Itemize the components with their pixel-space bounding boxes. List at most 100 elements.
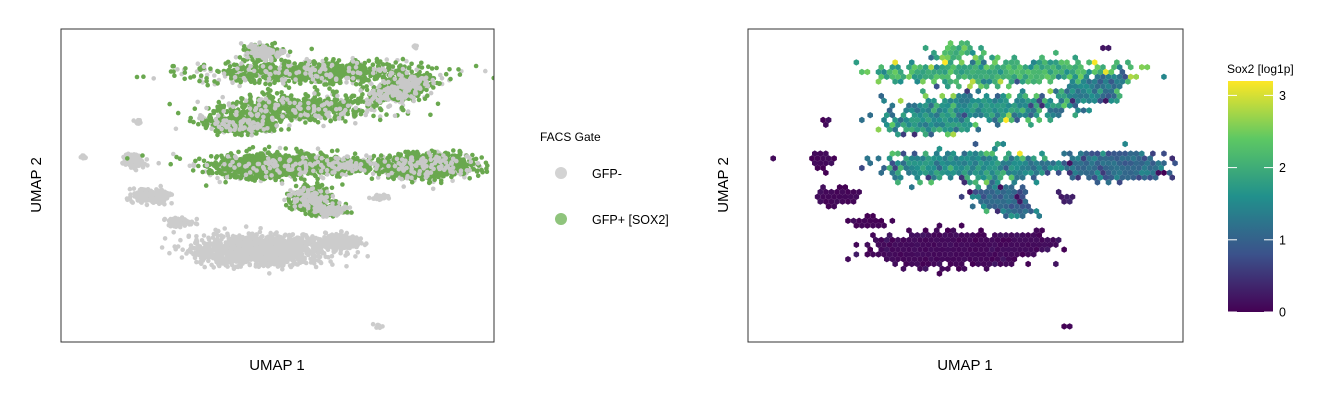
gfp-pos-point: [434, 65, 439, 71]
gfp-neg-point: [215, 175, 220, 181]
gfp-pos-point: [187, 118, 193, 124]
gfp-pos-point: [286, 59, 292, 65]
gfp-neg-point: [309, 236, 314, 241]
gfp-pos-point: [298, 81, 303, 86]
gfp-neg-point: [179, 255, 185, 260]
gfp-pos-point: [247, 92, 253, 98]
gfp-pos-point: [175, 110, 181, 116]
gfp-pos-point: [279, 57, 284, 63]
gfp-neg-point: [140, 187, 145, 192]
gfp-pos-point: [215, 107, 221, 112]
gfp-neg-point: [301, 256, 306, 261]
gfp-neg-point: [383, 193, 389, 199]
gfp-neg-point: [268, 230, 274, 236]
scatter-points: [78, 40, 494, 331]
gfp-neg-point: [255, 240, 261, 246]
gfp-neg-point: [206, 258, 211, 264]
gfp-neg-point: [201, 233, 207, 238]
gfp-neg-point: [188, 249, 194, 255]
gfp-pos-point: [311, 61, 317, 67]
gfp-neg-point: [128, 192, 133, 197]
gfp-pos-point: [223, 61, 228, 66]
gfp-pos-point: [360, 66, 366, 72]
gfp-pos-point: [419, 60, 424, 66]
gfp-pos-point: [274, 91, 280, 96]
gfp-pos-point: [327, 81, 333, 86]
gfp-neg-point: [320, 175, 326, 181]
gfp-neg-point: [323, 230, 329, 236]
gfp-pos-point: [183, 66, 188, 71]
gfp-pos-point: [240, 111, 245, 116]
gfp-pos-point: [211, 108, 216, 114]
gfp-neg-point: [136, 194, 141, 199]
gfp-neg-point: [166, 222, 172, 228]
gfp-neg-point: [180, 247, 185, 252]
gfp-neg-point: [223, 258, 228, 264]
gfp-neg-point: [201, 256, 207, 261]
gfp-pos-point: [208, 66, 213, 71]
gfp-neg-point: [313, 264, 319, 270]
gfp-pos-point: [301, 102, 307, 107]
gfp-neg-point: [267, 271, 272, 276]
gfp-neg-point: [328, 259, 333, 264]
gfp-neg-point: [127, 160, 132, 166]
gfp-neg-point: [127, 186, 133, 192]
gfp-neg-point: [384, 57, 390, 62]
gfp-pos-point: [286, 85, 292, 90]
gfp-neg-point: [247, 246, 252, 251]
gfp-neg-point: [225, 242, 230, 248]
gfp-pos-point: [182, 76, 187, 82]
gfp-neg-point: [279, 257, 285, 262]
gfp-neg-point: [377, 114, 383, 119]
gfp-neg-point: [225, 254, 230, 259]
gfp-neg-point: [237, 83, 242, 89]
gfp-neg-point: [257, 229, 263, 235]
gfp-pos-point: [345, 111, 351, 117]
gfp-neg-point: [413, 45, 419, 51]
gfp-neg-point: [167, 191, 173, 196]
gfp-pos-point: [267, 82, 273, 87]
gfp-pos-point: [286, 108, 292, 113]
gfp-neg-point: [355, 250, 361, 255]
gfp-neg-point: [365, 253, 371, 259]
gfp-pos-point: [226, 70, 232, 76]
gfp-neg-point: [171, 221, 176, 226]
gfp-neg-point: [404, 58, 409, 64]
gfp-pos-point: [309, 46, 315, 52]
gfp-neg-point: [290, 232, 296, 237]
gfp-neg-point: [352, 237, 357, 242]
gfp-pos-point: [374, 59, 380, 65]
gfp-pos-point: [221, 103, 227, 109]
gfp-neg-point: [204, 72, 210, 78]
gfp-pos-point: [167, 101, 172, 107]
gfp-neg-point: [377, 195, 382, 201]
gfp-neg-point: [225, 264, 230, 269]
gfp-neg-point: [290, 243, 296, 249]
gfp-neg-point: [237, 245, 242, 251]
gfp-neg-point: [185, 219, 190, 224]
gfp-pos-point: [428, 112, 433, 118]
gfp-pos-point: [261, 74, 266, 80]
gfp-neg-point: [268, 253, 274, 259]
gfp-neg-point: [367, 195, 372, 201]
gfp-neg-point: [140, 162, 146, 168]
gfp-neg-point: [219, 233, 225, 239]
gfp-neg-point: [225, 233, 231, 238]
gfp-neg-point: [215, 233, 221, 239]
gfp-neg-point: [151, 200, 156, 205]
gfp-neg-point: [123, 161, 128, 166]
gfp-neg-point: [140, 192, 145, 198]
gfp-pos-point: [182, 70, 188, 75]
gfp-neg-point: [278, 243, 284, 249]
gfp-neg-point: [268, 262, 273, 267]
gfp-neg-point: [202, 264, 207, 270]
gfp-pos-point: [457, 72, 463, 77]
gfp-neg-point: [229, 242, 235, 248]
gfp-pos-point: [239, 96, 244, 101]
gfp-neg-point: [156, 188, 162, 193]
gfp-pos-point: [292, 61, 298, 66]
gfp-pos-point: [241, 47, 246, 52]
gfp-neg-point: [333, 248, 338, 253]
gfp-neg-point: [199, 246, 205, 251]
gfp-neg-point: [272, 231, 278, 237]
